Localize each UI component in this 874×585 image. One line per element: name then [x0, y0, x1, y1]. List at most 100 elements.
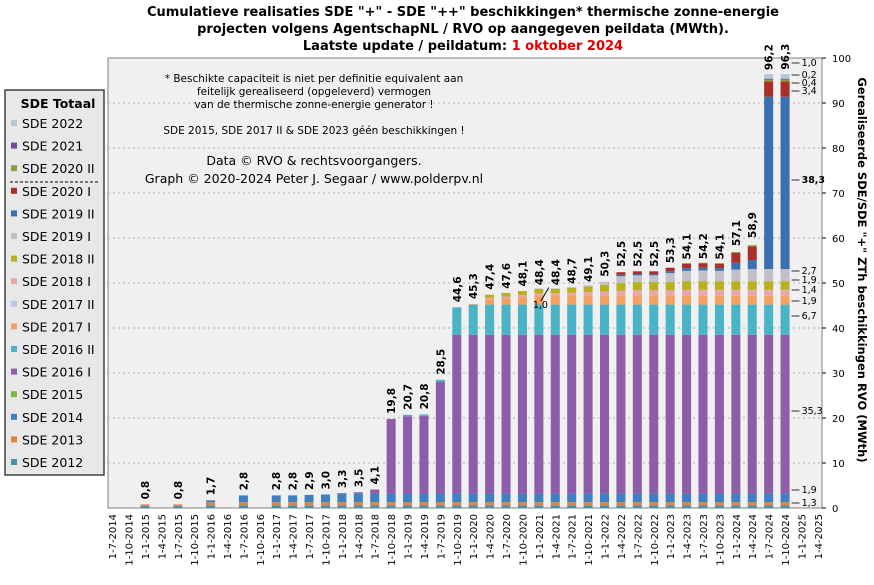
bar-segment [714, 505, 724, 508]
bar-segment [206, 500, 216, 503]
bar-segment [665, 502, 675, 506]
bar-segment [780, 78, 790, 80]
bar-segment [238, 505, 248, 508]
bar-segment [583, 493, 593, 503]
bar-segment [468, 502, 478, 506]
bar-segment [501, 304, 511, 335]
x-tick-label: 1-4-2016 [223, 514, 234, 559]
bar-segment [550, 296, 560, 305]
bar-segment [649, 271, 659, 274]
bar-value-label: 52,5 [632, 241, 644, 267]
bar-segment [600, 281, 610, 285]
bar-segment [583, 304, 593, 335]
bar-value-label: 44,6 [452, 276, 464, 302]
bar-segment [567, 334, 577, 494]
bar-value-label: 49,1 [583, 256, 595, 282]
bar-segment [600, 291, 610, 297]
x-tick-label: 1-10-2024 [781, 514, 792, 566]
bar-segment [534, 293, 544, 297]
bar-value-label: 53,3 [665, 237, 677, 263]
bar-segment [682, 493, 692, 503]
credit-graph: Graph © 2020-2024 Peter J. Segaar / www.… [145, 171, 483, 186]
legend-swatch [11, 436, 17, 443]
annotation-label: 1,9 [802, 296, 817, 307]
bar-segment [271, 502, 281, 506]
legend-item-label: SDE 2017 II [22, 297, 95, 312]
legend-item-label: SDE 2017 I [22, 319, 91, 334]
note-line3: van de thermische zonne-energie generato… [194, 99, 433, 111]
bar-segment [550, 288, 560, 294]
bar-segment [747, 334, 757, 494]
bar-segment [714, 493, 724, 503]
bar-segment [682, 281, 692, 290]
bar-segment [682, 270, 692, 282]
x-tick-label: 1-7-2014 [108, 514, 119, 559]
bar-segment [665, 296, 675, 305]
x-tick-label: 1-7-2019 [436, 514, 447, 559]
x-tick-label: 1-1-2018 [338, 514, 349, 559]
x-tick-label: 1-7-2021 [568, 514, 579, 559]
x-tick-label: 1-7-2022 [633, 514, 644, 559]
legend-swatch [11, 142, 17, 149]
bar-segment [731, 304, 741, 335]
bar-segment [616, 493, 626, 503]
bar-segment [485, 505, 495, 508]
bar-segment [304, 505, 314, 508]
chart-title-line3: Laatste update / peildatum: 1 oktober 20… [303, 39, 623, 54]
bar-segment [764, 78, 774, 80]
bar-segment [485, 334, 495, 494]
bar-segment [517, 502, 527, 506]
legend-item-label: SDE 2018 II [22, 252, 95, 267]
bar-segment [698, 334, 708, 494]
bar-segment [747, 493, 757, 503]
bar-segment [632, 274, 642, 276]
bar-segment [534, 288, 544, 289]
bar-segment [567, 502, 577, 506]
bar-segment [764, 493, 774, 503]
bar-value-label: 3,5 [353, 469, 365, 488]
bar-segment [583, 502, 593, 506]
legend-item-label: SDE 2016 II [22, 342, 95, 357]
bar-segment [698, 281, 708, 290]
bar-segment [731, 269, 741, 282]
bar-segment [616, 505, 626, 508]
bar-segment [665, 267, 675, 272]
x-tick-label: 1-4-2022 [617, 514, 628, 559]
x-tick-label: 1-1-2023 [666, 514, 677, 559]
x-tick-label: 1-1-2017 [272, 514, 283, 559]
annotation-label: 3,4 [802, 86, 817, 97]
bar-segment [403, 493, 413, 503]
bar-segment [403, 505, 413, 508]
bar-segment [320, 494, 330, 503]
legend-swatch [11, 346, 17, 352]
bar-segment [567, 287, 577, 288]
bar-segment [288, 502, 298, 506]
bar-segment [698, 289, 708, 297]
bar-segment [764, 96, 774, 270]
bar-segment [517, 505, 527, 508]
bar-segment [353, 493, 363, 503]
bar-segment [649, 304, 659, 335]
legend-item-label: SDE 2012 [22, 455, 83, 470]
bar-segment [550, 293, 560, 297]
bar-segment [714, 296, 724, 305]
bar-segment [386, 493, 396, 503]
bar-segment [567, 287, 577, 293]
bar-segment [386, 505, 396, 508]
bar-segment [780, 281, 790, 290]
bar-segment [714, 281, 724, 290]
annotation-label: 6,7 [802, 311, 817, 322]
bar-value-label: 48,7 [567, 258, 579, 284]
bar-value-label: 54,1 [682, 234, 694, 260]
bar-segment [567, 505, 577, 508]
legend-swatch [11, 300, 17, 307]
note-line4: SDE 2015, SDE 2017 II & SDE 2023 géén be… [163, 125, 464, 137]
bar-segment [747, 245, 757, 247]
bar-segment [665, 334, 675, 494]
bar-segment [534, 296, 544, 305]
bar-segment [682, 502, 692, 506]
bar-segment [403, 502, 413, 506]
bar-segment [452, 493, 462, 503]
bar-segment [271, 495, 281, 503]
